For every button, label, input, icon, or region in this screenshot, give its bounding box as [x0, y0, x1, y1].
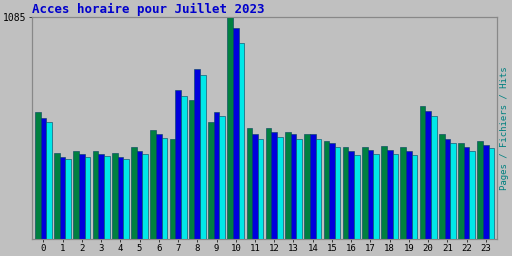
Bar [450, 143, 456, 239]
Bar [304, 134, 310, 239]
Bar [271, 132, 277, 239]
Bar [156, 134, 162, 239]
Bar [104, 156, 110, 239]
Bar [335, 147, 340, 239]
Bar [195, 69, 200, 239]
Bar [247, 128, 252, 239]
Bar [200, 75, 206, 239]
Bar [93, 151, 98, 239]
Bar [54, 153, 60, 239]
Bar [373, 154, 379, 239]
Bar [84, 157, 90, 239]
Bar [131, 147, 137, 239]
Bar [387, 150, 393, 239]
Bar [406, 151, 412, 239]
Bar [362, 147, 368, 239]
Bar [162, 137, 167, 239]
Bar [324, 141, 329, 239]
Bar [142, 154, 148, 239]
Bar [393, 154, 398, 239]
Bar [315, 138, 321, 239]
Bar [368, 150, 373, 239]
Bar [79, 154, 84, 239]
Bar [169, 138, 175, 239]
Bar [431, 116, 437, 239]
Bar [470, 151, 475, 239]
Bar [66, 159, 71, 239]
Bar [343, 147, 348, 239]
Bar [258, 138, 264, 239]
Bar [348, 151, 354, 239]
Bar [439, 134, 444, 239]
Bar [483, 145, 489, 239]
Bar [291, 134, 296, 239]
Bar [175, 90, 181, 239]
Bar [40, 118, 46, 239]
Bar [412, 155, 417, 239]
Bar [137, 151, 142, 239]
Bar [46, 122, 52, 239]
Bar [266, 128, 271, 239]
Bar [73, 151, 79, 239]
Bar [425, 111, 431, 239]
Bar [35, 112, 40, 239]
Bar [464, 147, 470, 239]
Bar [208, 122, 214, 239]
Bar [489, 148, 495, 239]
Bar [420, 106, 425, 239]
Bar [219, 116, 225, 239]
Bar [233, 28, 239, 239]
Bar [329, 143, 335, 239]
Bar [189, 100, 195, 239]
Bar [98, 154, 104, 239]
Bar [252, 134, 258, 239]
Bar [458, 143, 464, 239]
Bar [214, 112, 219, 239]
Bar [444, 138, 450, 239]
Bar [310, 134, 315, 239]
Bar [112, 153, 118, 239]
Bar [381, 146, 387, 239]
Bar [296, 138, 302, 239]
Bar [151, 130, 156, 239]
Bar [227, 17, 233, 239]
Bar [181, 96, 186, 239]
Bar [239, 42, 244, 239]
Bar [400, 147, 406, 239]
Bar [285, 132, 291, 239]
Bar [118, 157, 123, 239]
Bar [60, 157, 66, 239]
Bar [477, 141, 483, 239]
Text: Acces horaire pour Juillet 2023: Acces horaire pour Juillet 2023 [32, 3, 264, 16]
Bar [277, 136, 283, 239]
Bar [123, 159, 129, 239]
Bar [354, 155, 360, 239]
Y-axis label: Pages / Fichiers / Hits: Pages / Fichiers / Hits [500, 66, 509, 190]
